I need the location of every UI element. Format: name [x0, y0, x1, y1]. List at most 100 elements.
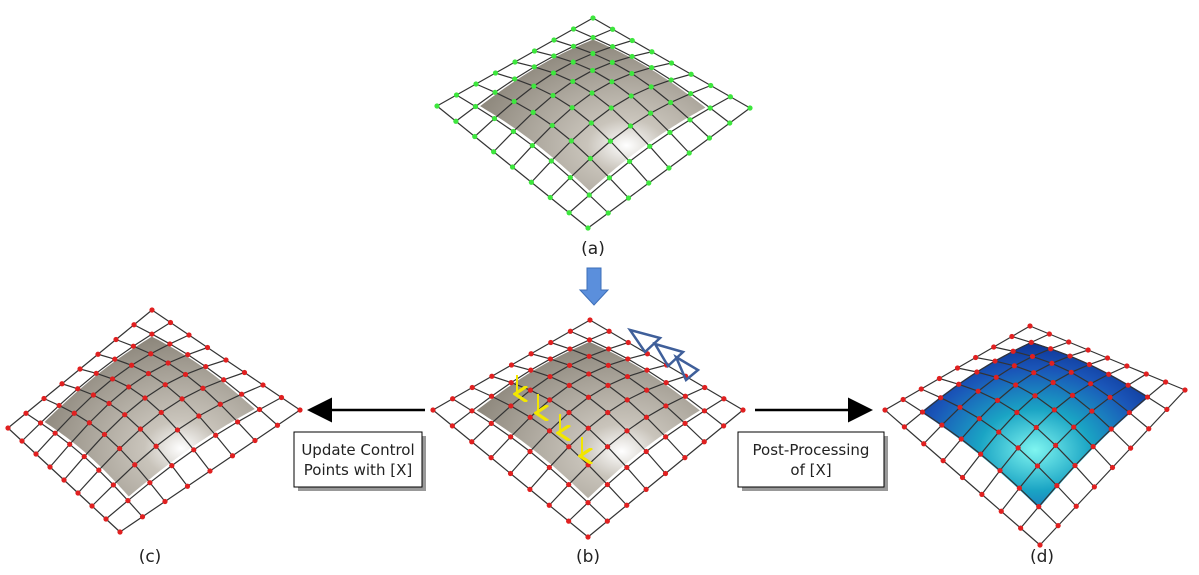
control-point [528, 415, 533, 420]
control-point [53, 431, 58, 436]
control-point [532, 48, 537, 53]
control-point [207, 468, 212, 473]
control-point [996, 429, 1001, 434]
control-point [89, 503, 94, 508]
control-point [587, 337, 592, 342]
control-point [624, 428, 629, 433]
panel-label: (a) [581, 239, 605, 259]
control-point [882, 407, 887, 412]
control-point [1071, 424, 1076, 429]
control-point [979, 492, 984, 497]
control-point [566, 410, 571, 415]
control-point [530, 143, 535, 148]
control-point [491, 149, 496, 154]
control-point [605, 444, 610, 449]
control-point [919, 386, 924, 391]
control-point [1088, 381, 1093, 386]
control-point [489, 455, 494, 460]
control-point [587, 354, 592, 359]
control-point [529, 180, 534, 185]
control-point [132, 462, 137, 467]
control-point [528, 368, 533, 373]
control-point [997, 468, 1002, 473]
control-point [920, 409, 925, 414]
control-point [625, 374, 630, 379]
control-point [630, 38, 635, 43]
control-point [61, 477, 66, 482]
control-point [702, 408, 707, 413]
control-point [995, 398, 1000, 403]
box-text: Points with [X] [304, 461, 412, 479]
control-point [625, 356, 630, 361]
control-point [512, 99, 517, 104]
control-point [977, 416, 982, 421]
control-point [938, 395, 943, 400]
control-point [727, 120, 732, 125]
control-point [512, 59, 517, 64]
control-point [159, 410, 164, 415]
control-point [179, 396, 184, 401]
control-point [956, 382, 961, 387]
control-point [508, 471, 513, 476]
control-point [590, 35, 595, 40]
panel-label: (b) [576, 547, 600, 567]
control-point [509, 362, 514, 367]
control-point [955, 365, 960, 370]
flow-arrow [580, 268, 608, 305]
control-point [568, 329, 573, 334]
control-point [585, 500, 590, 505]
control-point [117, 529, 122, 534]
control-point [205, 345, 210, 350]
control-point [149, 331, 154, 336]
control-point [489, 374, 494, 379]
control-point [663, 403, 668, 408]
control-point [129, 363, 134, 368]
control-point [740, 407, 745, 412]
control-point [1009, 334, 1014, 339]
control-point [941, 458, 946, 463]
control-point [1034, 425, 1039, 430]
control-point [509, 380, 514, 385]
control-point [682, 421, 687, 426]
control-point [1066, 339, 1071, 344]
control-point [59, 381, 64, 386]
control-point [902, 424, 907, 429]
control-point [687, 117, 692, 122]
control-point [702, 385, 707, 390]
control-point [470, 385, 475, 390]
control-point [279, 395, 284, 400]
control-point [1070, 393, 1075, 398]
control-point [566, 482, 571, 487]
control-point [1029, 340, 1034, 345]
control-point [999, 509, 1004, 514]
control-point [472, 134, 477, 139]
control-point [551, 53, 556, 58]
control-point [1072, 463, 1077, 468]
control-point [1128, 446, 1133, 451]
control-point [239, 392, 244, 397]
control-point [1054, 483, 1059, 488]
control-point [91, 392, 96, 397]
control-point [67, 442, 72, 447]
control-point [242, 370, 247, 375]
control-point [473, 104, 478, 109]
control-point [492, 116, 497, 121]
control-point [531, 110, 536, 115]
panel-label: (c) [139, 547, 162, 567]
control-point [1109, 426, 1114, 431]
control-point [1017, 486, 1022, 491]
control-point [1126, 383, 1131, 388]
control-point [531, 84, 536, 89]
control-point [649, 49, 654, 54]
control-point [125, 498, 130, 503]
control-point [1035, 463, 1040, 468]
control-point [450, 423, 455, 428]
control-point [566, 444, 571, 449]
control-point [567, 363, 572, 368]
control-point [82, 454, 87, 459]
control-point [571, 26, 576, 31]
control-point [682, 455, 687, 460]
control-point [666, 165, 671, 170]
control-point [297, 407, 302, 412]
control-point [469, 408, 474, 413]
